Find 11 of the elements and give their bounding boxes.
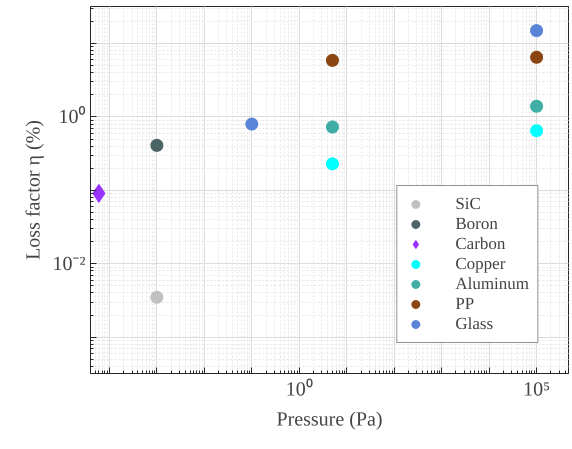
x-tick-label: 10⁵	[523, 378, 550, 400]
legend-label: PP	[455, 294, 476, 314]
legend-label: Copper	[455, 254, 506, 274]
legend-label: Boron	[455, 214, 498, 234]
legend-label: Aluminum	[455, 274, 529, 294]
legend-label: SiC	[455, 194, 481, 214]
legend-label: Carbon	[455, 234, 506, 254]
y-axis-title: Loss factor η (%)	[22, 120, 45, 260]
x-axis-title: Pressure (Pa)	[276, 408, 383, 430]
y-tick-label: 10⁻²	[52, 252, 86, 275]
legend-label: Glass	[455, 314, 494, 334]
